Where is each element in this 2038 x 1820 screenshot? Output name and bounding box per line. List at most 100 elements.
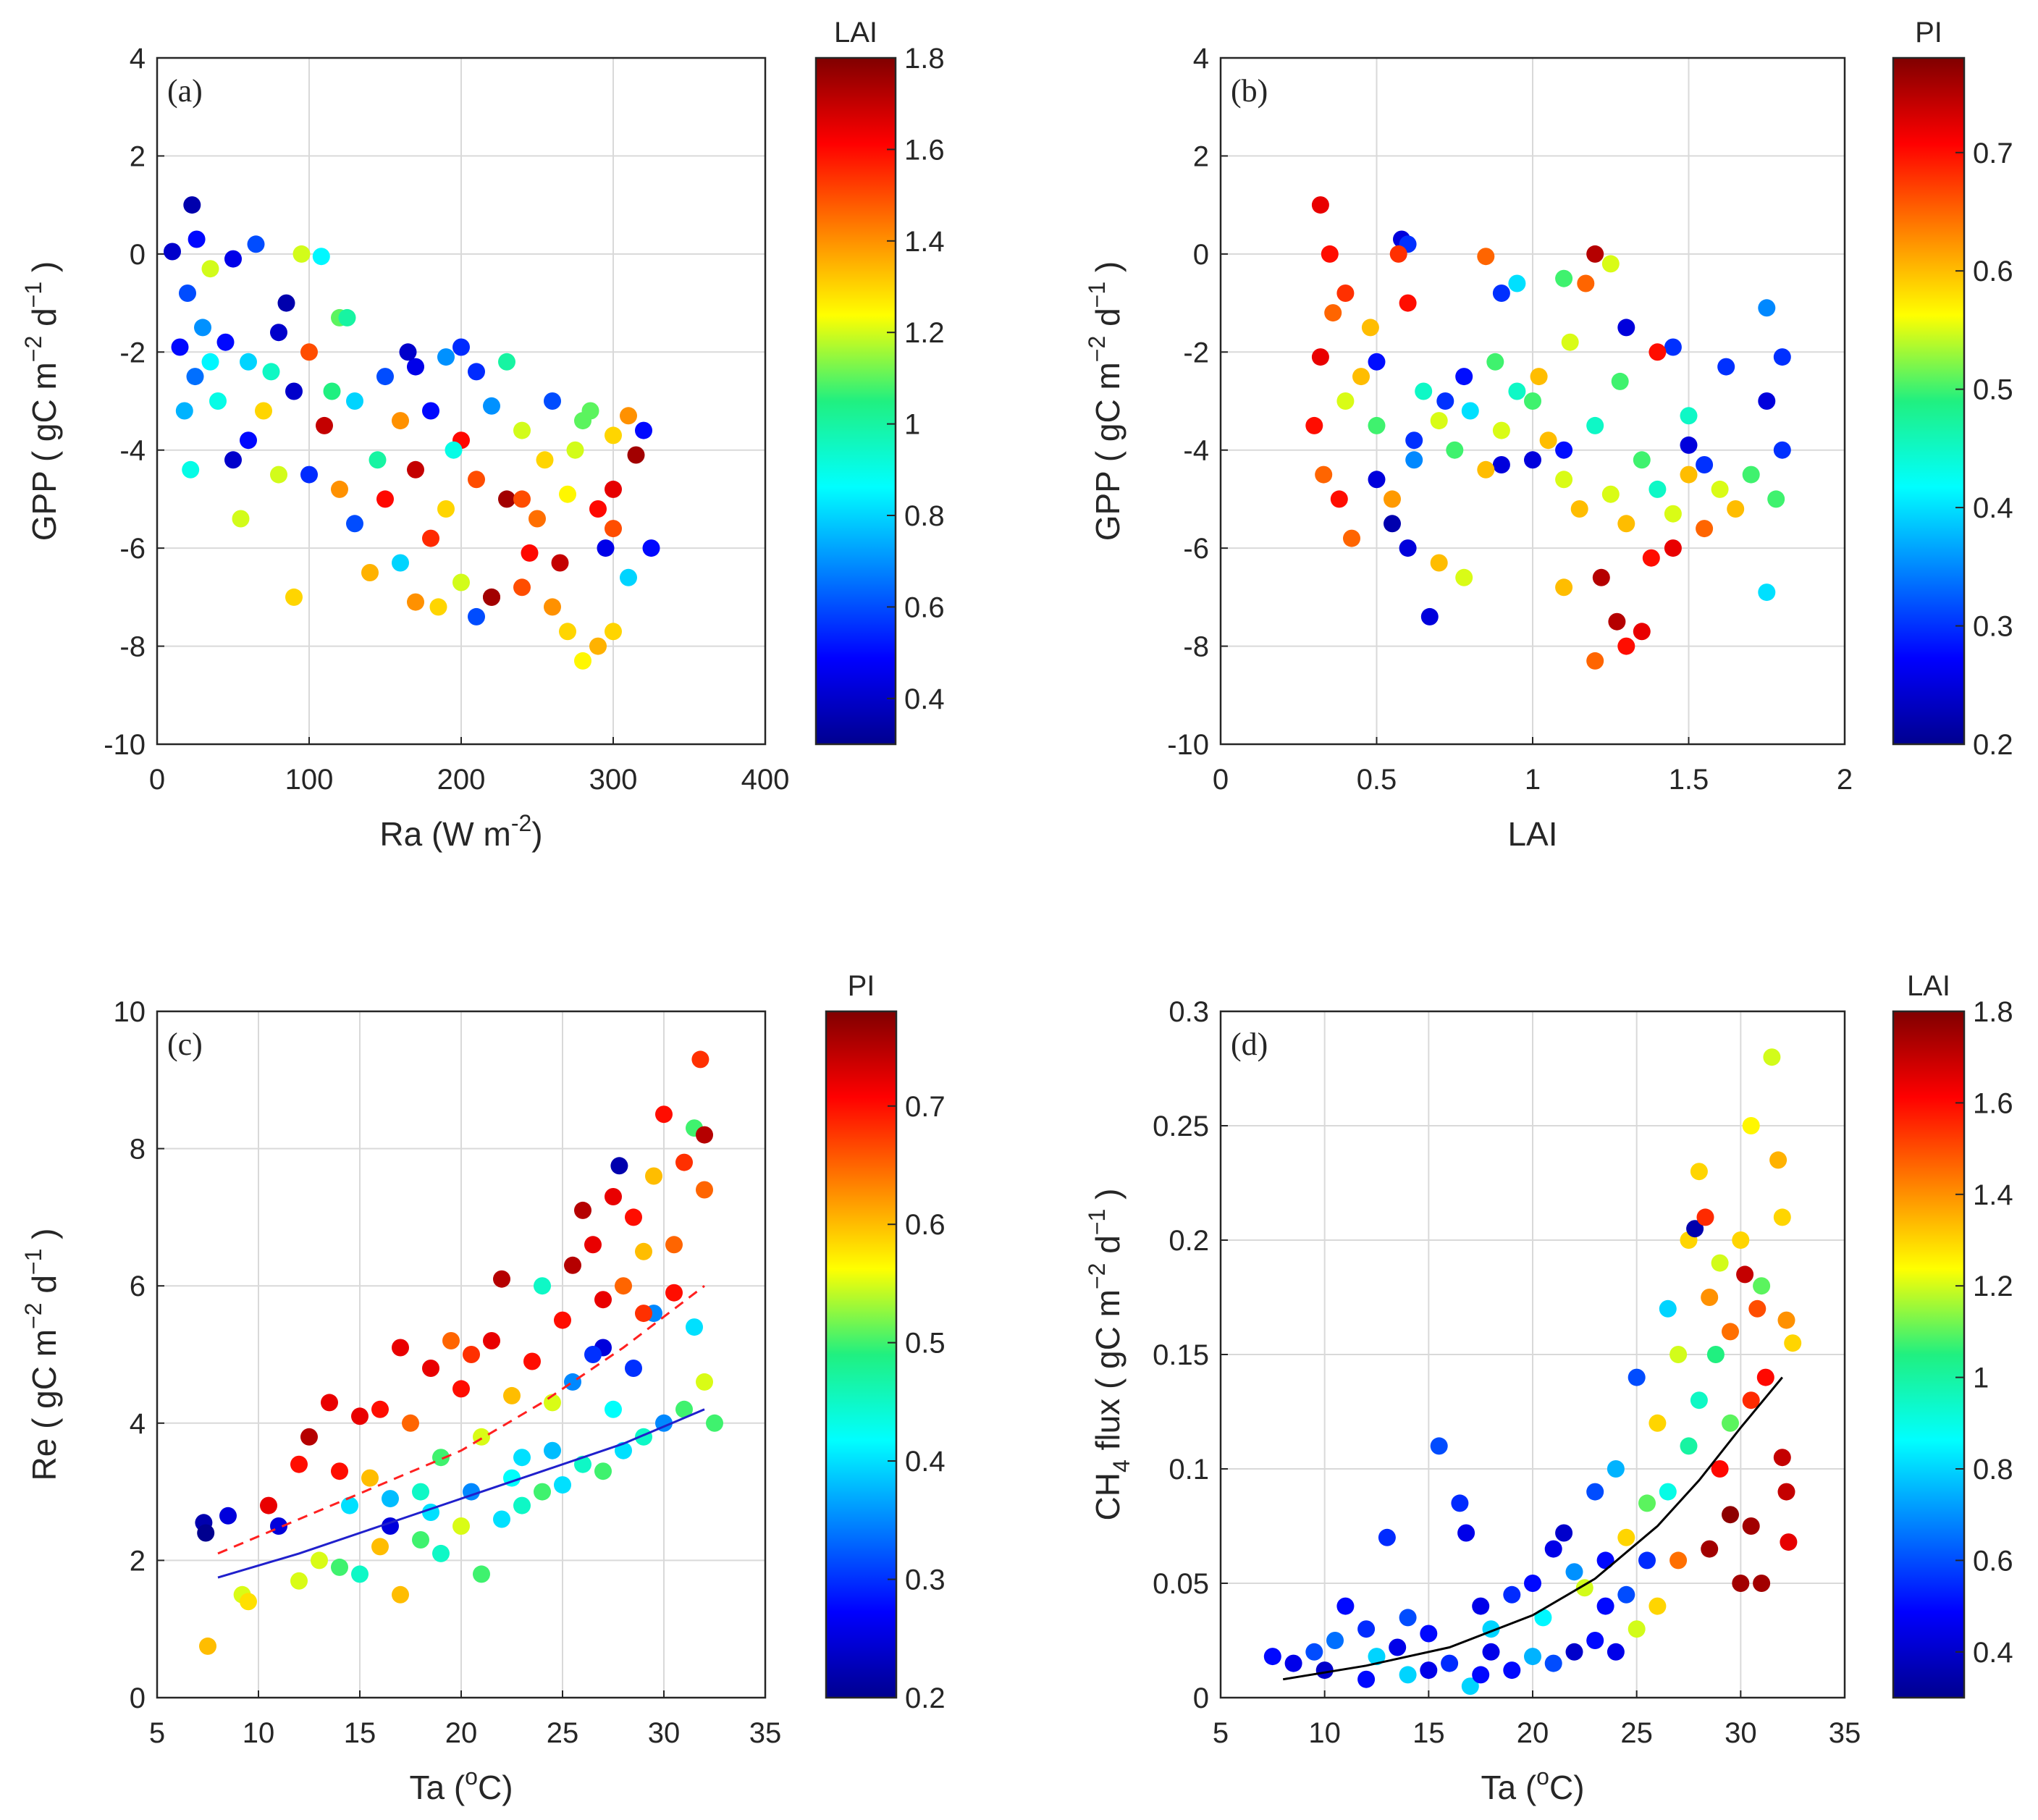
data-point bbox=[1555, 269, 1573, 287]
data-point bbox=[544, 392, 561, 410]
fit-line bbox=[217, 1285, 705, 1555]
data-point bbox=[574, 1201, 591, 1219]
data-point bbox=[1415, 382, 1433, 400]
y-tick-label: 0.1 bbox=[1169, 1454, 1209, 1486]
colorbar: PI 0.2 0.3 0.4 0.5 0.6 0.7 bbox=[825, 970, 946, 1714]
x-tick-label: 10 bbox=[1308, 1717, 1341, 1749]
data-point bbox=[696, 1373, 713, 1391]
data-point bbox=[371, 1538, 389, 1556]
y-tick-label: 0 bbox=[130, 239, 146, 271]
data-point bbox=[1777, 1483, 1795, 1501]
colorbar-tick-label: 0.7 bbox=[1973, 138, 2013, 169]
data-point bbox=[369, 451, 387, 469]
data-point bbox=[1633, 623, 1651, 641]
data-point bbox=[1642, 549, 1660, 567]
data-point bbox=[1436, 392, 1454, 410]
data-point bbox=[1736, 1265, 1754, 1284]
data-point bbox=[1773, 1208, 1791, 1226]
y-tick-label: 4 bbox=[130, 1408, 146, 1440]
data-point bbox=[625, 1360, 642, 1377]
data-point bbox=[1722, 1506, 1739, 1524]
data-point bbox=[232, 510, 250, 528]
data-point bbox=[216, 333, 235, 351]
x-tick-label: 35 bbox=[1829, 1717, 1861, 1749]
x-tick-label: 2 bbox=[1837, 764, 1853, 796]
data-point bbox=[1701, 1289, 1719, 1306]
colorbar-tick-label: 0.6 bbox=[905, 1209, 946, 1241]
colorbar-tick-label: 1.8 bbox=[1973, 996, 2013, 1028]
x-tick-label: 1 bbox=[1525, 764, 1541, 796]
data-point bbox=[1628, 1368, 1646, 1386]
colorbar-tick-label: 0.8 bbox=[1973, 1454, 2013, 1486]
data-point bbox=[635, 1242, 652, 1260]
data-point bbox=[1648, 343, 1667, 361]
data-point bbox=[432, 1449, 450, 1467]
data-point bbox=[1492, 285, 1510, 302]
data-point bbox=[1330, 490, 1348, 508]
y-tick-label: 0 bbox=[1193, 1682, 1209, 1714]
data-point bbox=[1405, 431, 1423, 450]
data-point bbox=[1336, 392, 1355, 410]
data-point bbox=[1758, 584, 1776, 602]
data-point bbox=[1384, 515, 1401, 533]
data-point bbox=[1607, 1643, 1625, 1661]
colorbar: PI 0.2 0.3 0.4 0.5 0.6 0.7 bbox=[1892, 17, 2013, 761]
data-point bbox=[179, 285, 196, 302]
data-point bbox=[1420, 1625, 1438, 1643]
data-point bbox=[194, 319, 211, 337]
data-point bbox=[1524, 1575, 1541, 1592]
x-axis-label-sup: o bbox=[465, 1764, 478, 1790]
data-point bbox=[1777, 1311, 1795, 1329]
colorbar-tick-label: 1.4 bbox=[1973, 1179, 2013, 1211]
data-point bbox=[1530, 368, 1548, 386]
colorbar-tick-label: 1.6 bbox=[1973, 1087, 2013, 1119]
data-point bbox=[1601, 255, 1620, 273]
data-point bbox=[675, 1153, 693, 1171]
colorbar-tick-label: 1.6 bbox=[904, 134, 945, 166]
data-point bbox=[452, 1517, 470, 1535]
data-point bbox=[1384, 490, 1401, 508]
data-point bbox=[1565, 1563, 1583, 1581]
y-axis-label-part: −2 bbox=[1084, 336, 1110, 362]
data-point bbox=[270, 324, 287, 342]
data-point bbox=[1321, 245, 1339, 263]
data-point bbox=[1758, 392, 1776, 410]
data-point bbox=[1696, 1208, 1714, 1226]
data-point bbox=[1711, 480, 1729, 498]
data-point bbox=[1482, 1643, 1500, 1661]
data-points bbox=[1305, 196, 1791, 670]
x-axis-label-close: C) bbox=[1549, 1769, 1585, 1806]
data-point bbox=[1756, 1368, 1774, 1386]
data-point bbox=[1717, 358, 1735, 376]
data-point bbox=[513, 490, 531, 508]
data-point bbox=[493, 1270, 510, 1288]
data-point bbox=[224, 451, 242, 469]
data-point bbox=[201, 353, 219, 371]
data-point bbox=[1742, 1117, 1760, 1134]
data-point bbox=[1315, 1661, 1334, 1680]
data-point bbox=[247, 235, 265, 253]
data-point bbox=[1503, 1585, 1521, 1604]
data-point bbox=[1457, 1524, 1475, 1542]
y-axis-label-part: d bbox=[25, 1275, 63, 1302]
data-point bbox=[468, 607, 485, 625]
data-points bbox=[195, 1050, 723, 1655]
data-point bbox=[584, 1346, 602, 1363]
data-point bbox=[544, 1441, 561, 1459]
data-point bbox=[346, 515, 363, 533]
data-point bbox=[513, 421, 531, 439]
x-axis-label-close: ) bbox=[531, 815, 542, 853]
y-tick-label: -8 bbox=[1183, 631, 1209, 663]
data-point bbox=[311, 1551, 328, 1570]
data-point bbox=[1701, 1540, 1719, 1558]
data-point bbox=[209, 392, 227, 410]
data-point bbox=[1753, 1277, 1771, 1295]
x-tick-label: 35 bbox=[749, 1717, 782, 1749]
data-point bbox=[255, 402, 272, 420]
data-point bbox=[1451, 1494, 1469, 1512]
y-axis-label-part: −1 bbox=[1084, 1209, 1110, 1235]
data-point bbox=[1601, 485, 1620, 503]
